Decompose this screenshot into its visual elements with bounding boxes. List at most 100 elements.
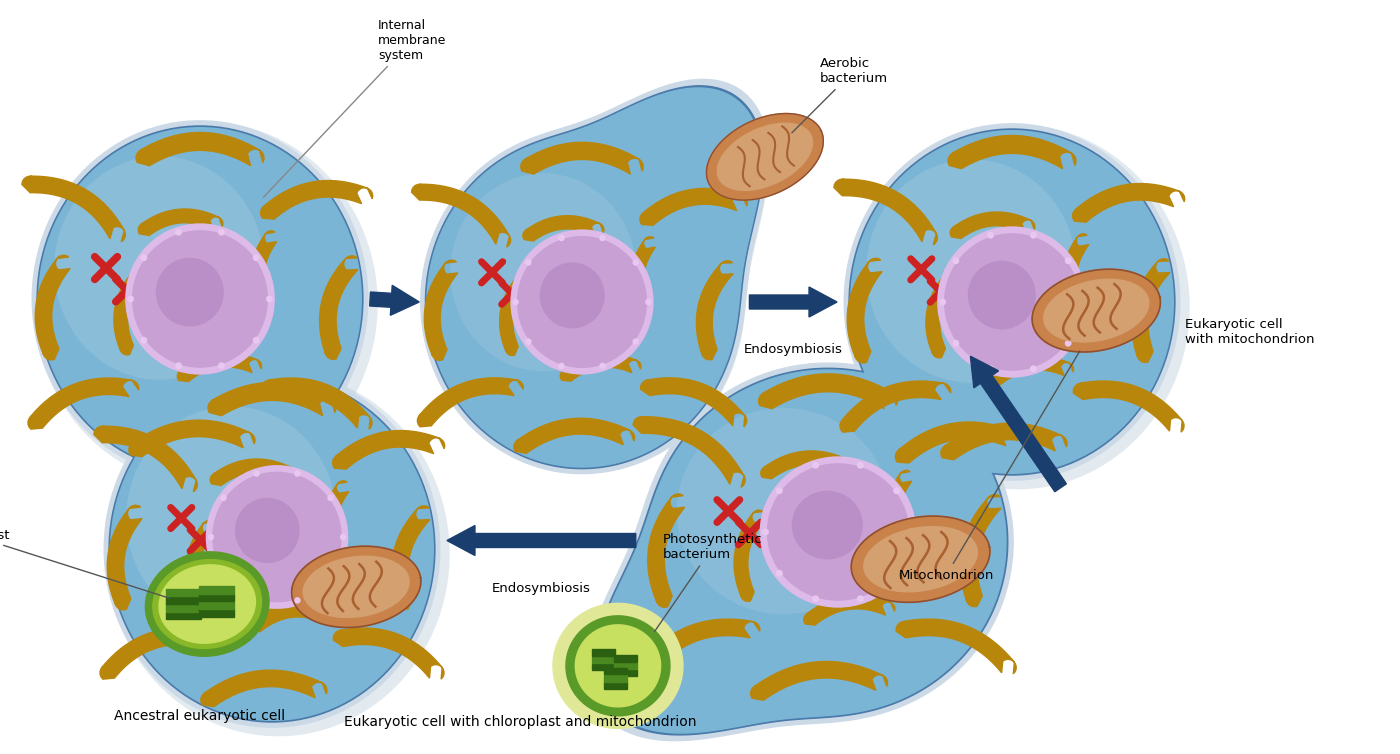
Text: Ancestral eukaryotic cell: Ancestral eukaryotic cell xyxy=(115,709,286,723)
Ellipse shape xyxy=(340,534,346,541)
Polygon shape xyxy=(640,188,748,225)
Polygon shape xyxy=(35,256,70,360)
Polygon shape xyxy=(633,417,745,487)
Ellipse shape xyxy=(512,299,519,305)
Ellipse shape xyxy=(776,487,783,494)
Ellipse shape xyxy=(850,130,1175,474)
Polygon shape xyxy=(615,663,637,669)
Polygon shape xyxy=(424,260,458,360)
Polygon shape xyxy=(291,546,421,627)
Polygon shape xyxy=(575,625,661,706)
Ellipse shape xyxy=(539,262,605,329)
Ellipse shape xyxy=(155,258,224,326)
Polygon shape xyxy=(896,619,1016,674)
Ellipse shape xyxy=(1030,231,1037,239)
Polygon shape xyxy=(592,664,615,670)
Polygon shape xyxy=(749,287,837,317)
Polygon shape xyxy=(210,459,295,486)
Polygon shape xyxy=(648,494,685,607)
Text: Eukaryotic cell
with mitochondrion: Eukaryotic cell with mitochondrion xyxy=(1184,318,1315,346)
Ellipse shape xyxy=(893,570,900,577)
Polygon shape xyxy=(167,604,202,611)
Polygon shape xyxy=(186,520,214,605)
Ellipse shape xyxy=(218,228,225,236)
Polygon shape xyxy=(896,422,1016,463)
Polygon shape xyxy=(596,370,1007,733)
Polygon shape xyxy=(566,616,671,716)
Ellipse shape xyxy=(676,408,890,615)
Polygon shape xyxy=(28,378,139,429)
Ellipse shape xyxy=(517,236,647,368)
Polygon shape xyxy=(864,526,977,592)
Ellipse shape xyxy=(253,254,259,261)
Polygon shape xyxy=(209,382,336,415)
Text: Photosynthetic
bacterium: Photosynthetic bacterium xyxy=(655,533,763,632)
Polygon shape xyxy=(1032,269,1161,352)
Ellipse shape xyxy=(111,377,434,721)
Polygon shape xyxy=(260,180,372,219)
Polygon shape xyxy=(717,123,812,191)
Polygon shape xyxy=(804,595,895,625)
Polygon shape xyxy=(603,682,627,688)
Polygon shape xyxy=(433,93,767,472)
Ellipse shape xyxy=(127,296,134,302)
Polygon shape xyxy=(522,216,603,241)
Ellipse shape xyxy=(952,257,959,264)
Text: Aerobic
bacterium: Aerobic bacterium xyxy=(792,57,888,133)
Ellipse shape xyxy=(55,156,265,380)
Polygon shape xyxy=(514,418,634,453)
Ellipse shape xyxy=(253,597,260,604)
Ellipse shape xyxy=(104,370,441,728)
Ellipse shape xyxy=(266,296,273,302)
Polygon shape xyxy=(251,231,277,316)
Ellipse shape xyxy=(294,470,301,477)
Ellipse shape xyxy=(34,121,378,486)
Ellipse shape xyxy=(126,406,337,630)
Polygon shape xyxy=(1063,234,1089,318)
Polygon shape xyxy=(951,212,1035,238)
Ellipse shape xyxy=(907,529,914,535)
Ellipse shape xyxy=(893,487,900,494)
Polygon shape xyxy=(696,261,734,360)
Ellipse shape xyxy=(132,230,267,368)
Polygon shape xyxy=(108,505,143,610)
Ellipse shape xyxy=(108,375,435,723)
Polygon shape xyxy=(640,619,760,674)
Polygon shape xyxy=(948,136,1075,169)
Ellipse shape xyxy=(857,461,864,469)
Polygon shape xyxy=(200,670,328,706)
Polygon shape xyxy=(851,516,990,602)
Polygon shape xyxy=(560,354,641,382)
Polygon shape xyxy=(883,470,911,562)
Polygon shape xyxy=(1044,279,1149,342)
Ellipse shape xyxy=(1078,299,1085,305)
Polygon shape xyxy=(199,602,234,609)
Polygon shape xyxy=(94,426,197,492)
Polygon shape xyxy=(199,587,234,593)
Polygon shape xyxy=(990,356,1074,385)
Polygon shape xyxy=(199,609,234,617)
Ellipse shape xyxy=(559,234,564,241)
Polygon shape xyxy=(249,603,333,632)
Polygon shape xyxy=(333,628,444,679)
Ellipse shape xyxy=(1030,365,1037,372)
Polygon shape xyxy=(941,423,1067,460)
Ellipse shape xyxy=(125,223,274,375)
Ellipse shape xyxy=(451,173,636,371)
Ellipse shape xyxy=(175,363,182,369)
Ellipse shape xyxy=(633,259,638,265)
Polygon shape xyxy=(759,374,897,409)
Polygon shape xyxy=(167,589,202,596)
Polygon shape xyxy=(417,378,524,427)
Polygon shape xyxy=(734,510,764,602)
Polygon shape xyxy=(588,363,1014,740)
Ellipse shape xyxy=(762,529,769,535)
Polygon shape xyxy=(630,237,655,317)
Polygon shape xyxy=(136,133,263,166)
Ellipse shape xyxy=(987,231,994,239)
Ellipse shape xyxy=(792,491,862,559)
Ellipse shape xyxy=(857,596,864,602)
Ellipse shape xyxy=(175,228,182,236)
Polygon shape xyxy=(847,258,882,363)
Polygon shape xyxy=(521,143,643,174)
